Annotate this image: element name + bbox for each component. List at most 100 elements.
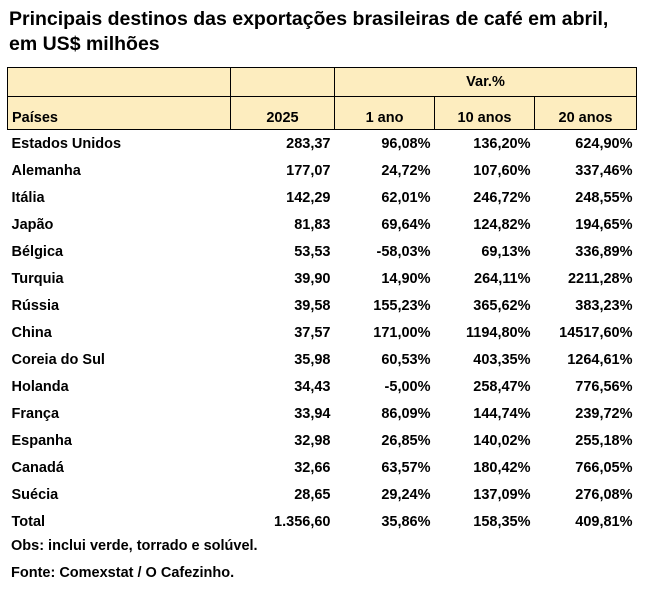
- var-10-years-cell: 1194,80%: [465, 324, 531, 341]
- page-title: Principais destinos das exportações bras…: [9, 8, 609, 55]
- var-20-years-cell: 337,46%: [575, 162, 633, 179]
- var-10-years-cell: 246,72%: [473, 189, 531, 206]
- value-2025-cell: 177,07: [286, 162, 331, 179]
- var-1-year-cell: 171,00%: [373, 324, 431, 341]
- value-2025-cell: 32,66: [294, 459, 331, 476]
- table-row: Canadá 32,66 63,57% 180,42% 766,05%: [8, 454, 637, 481]
- table-row: China 37,57 171,00% 1194,80% 14517,60%: [8, 319, 637, 346]
- country-cell: Espanha: [11, 432, 72, 449]
- country-cell: Estados Unidos: [11, 135, 122, 152]
- table-row: Bélgica 53,53 -58,03% 69,13% 336,89%: [8, 238, 637, 265]
- var-1-year-cell: 96,08%: [381, 135, 431, 152]
- var-10-years-cell: 137,09%: [473, 486, 531, 503]
- var-20-years-cell: 624,90%: [575, 135, 633, 152]
- country-cell: Itália: [11, 189, 45, 206]
- header-year-top-cell: [230, 67, 335, 97]
- var-20-years-cell: 1264,61%: [567, 351, 633, 368]
- var-10-years-cell: 136,20%: [473, 135, 531, 152]
- country-cell: Suécia: [11, 486, 59, 503]
- table-row: Coreia do Sul 35,98 60,53% 403,35% 1264,61%: [8, 346, 637, 373]
- export-table: Var.% Países 2025 1 ano 10 anos 20 anos …: [7, 67, 637, 535]
- var-10-years-cell: 365,62%: [473, 297, 531, 314]
- header-var-10-years: 10 anos: [434, 96, 535, 130]
- country-cell: China: [11, 324, 52, 341]
- var-20-years-cell: 194,65%: [575, 216, 633, 233]
- var-20-years-cell: 255,18%: [575, 432, 633, 449]
- var-1-year-cell: 26,85%: [381, 432, 431, 449]
- table-row: Espanha 32,98 26,85% 140,02% 255,18%: [8, 427, 637, 454]
- value-2025-cell: 39,58: [294, 297, 331, 314]
- country-cell: Coreia do Sul: [11, 351, 105, 368]
- table-row: Itália 142,29 62,01% 246,72% 248,55%: [8, 184, 637, 211]
- var-10-years-cell: 144,74%: [473, 405, 531, 422]
- var-20-years-cell: 766,05%: [575, 459, 633, 476]
- var-20-years-cell: 2211,28%: [567, 270, 633, 287]
- country-cell: Total: [11, 513, 46, 530]
- value-2025-cell: 53,53: [294, 243, 331, 260]
- country-cell: Holanda: [11, 378, 69, 395]
- value-2025-cell: 33,94: [294, 405, 331, 422]
- table-row: França 33,94 86,09% 144,74% 239,72%: [8, 400, 637, 427]
- country-cell: Canadá: [11, 459, 64, 476]
- table-row: Total 1.356,60 35,86% 158,35% 409,81%: [8, 508, 637, 535]
- country-cell: Rússia: [11, 297, 60, 314]
- var-10-years-cell: 158,35%: [473, 513, 531, 530]
- table-row: Estados Unidos 283,37 96,08% 136,20% 624,90%: [8, 130, 637, 158]
- header-year: 2025: [230, 96, 335, 130]
- value-2025-cell: 37,57: [294, 324, 331, 341]
- table-row: Holanda 34,43 -5,00% 258,47% 776,56%: [8, 373, 637, 400]
- var-1-year-cell: 155,23%: [373, 297, 431, 314]
- header-var-1-year: 1 ano: [334, 96, 435, 130]
- value-2025-cell: 28,65: [294, 486, 331, 503]
- table-header: Var.% Países 2025 1 ano 10 anos 20 anos: [7, 67, 637, 130]
- source-note: Fonte: Comexstat / O Cafezinho.: [11, 565, 235, 581]
- var-1-year-cell: 62,01%: [381, 189, 431, 206]
- var-1-year-cell: 63,57%: [381, 459, 431, 476]
- value-2025-cell: 81,83: [294, 216, 331, 233]
- table-row: Japão 81,83 69,64% 124,82% 194,65%: [8, 211, 637, 238]
- table-row: Turquia 39,90 14,90% 264,11% 2211,28%: [8, 265, 637, 292]
- var-1-year-cell: 35,86%: [381, 513, 431, 530]
- var-10-years-cell: 264,11%: [474, 270, 531, 287]
- var-10-years-cell: 180,42%: [473, 459, 531, 476]
- header-var-20-years: 20 anos: [534, 96, 637, 130]
- obs-note: Obs: inclui verde, torrado e solúvel.: [11, 538, 258, 554]
- country-cell: Bélgica: [11, 243, 64, 260]
- var-10-years-cell: 124,82%: [473, 216, 531, 233]
- header-row-bottom: Países 2025 1 ano 10 anos 20 anos: [7, 96, 637, 130]
- var-1-year-cell: 14,90%: [381, 270, 431, 287]
- var-1-year-cell: 29,24%: [381, 486, 431, 503]
- value-2025-cell: 35,98: [294, 351, 331, 368]
- table-row: Suécia 28,65 29,24% 137,09% 276,08%: [8, 481, 637, 508]
- var-1-year-cell: -58,03%: [376, 243, 431, 260]
- var-20-years-cell: 239,72%: [575, 405, 633, 422]
- table-row: Alemanha 177,07 24,72% 107,60% 337,46%: [8, 157, 637, 184]
- country-cell: Turquia: [11, 270, 64, 287]
- header-row-top: Var.%: [7, 67, 637, 97]
- var-1-year-cell: 69,64%: [381, 216, 431, 233]
- var-1-year-cell: 60,53%: [381, 351, 431, 368]
- var-20-years-cell: 14517,60%: [559, 324, 633, 341]
- value-2025-cell: 34,43: [294, 378, 331, 395]
- table-row: Rússia 39,58 155,23% 365,62% 383,23%: [8, 292, 637, 319]
- table-body: Estados Unidos 283,37 96,08% 136,20% 624,90%…: [8, 130, 637, 536]
- country-cell: Japão: [11, 216, 54, 233]
- header-country-top-cell: [7, 67, 231, 97]
- country-cell: França: [11, 405, 60, 422]
- var-20-years-cell: 248,55%: [575, 189, 633, 206]
- value-2025-cell: 142,29: [286, 189, 331, 206]
- var-20-years-cell: 383,23%: [575, 297, 633, 314]
- var-20-years-cell: 776,56%: [575, 378, 633, 395]
- var-10-years-cell: 69,13%: [481, 243, 531, 260]
- var-1-year-cell: -5,00%: [384, 378, 431, 395]
- var-10-years-cell: 140,02%: [473, 432, 531, 449]
- var-10-years-cell: 258,47%: [473, 378, 531, 395]
- var-20-years-cell: 409,81%: [575, 513, 633, 530]
- header-country: Países: [7, 96, 231, 130]
- var-20-years-cell: 276,08%: [575, 486, 633, 503]
- country-cell: Alemanha: [11, 162, 81, 179]
- value-2025-cell: 283,37: [286, 135, 331, 152]
- var-10-years-cell: 403,35%: [473, 351, 531, 368]
- value-2025-cell: 1.356,60: [274, 513, 331, 530]
